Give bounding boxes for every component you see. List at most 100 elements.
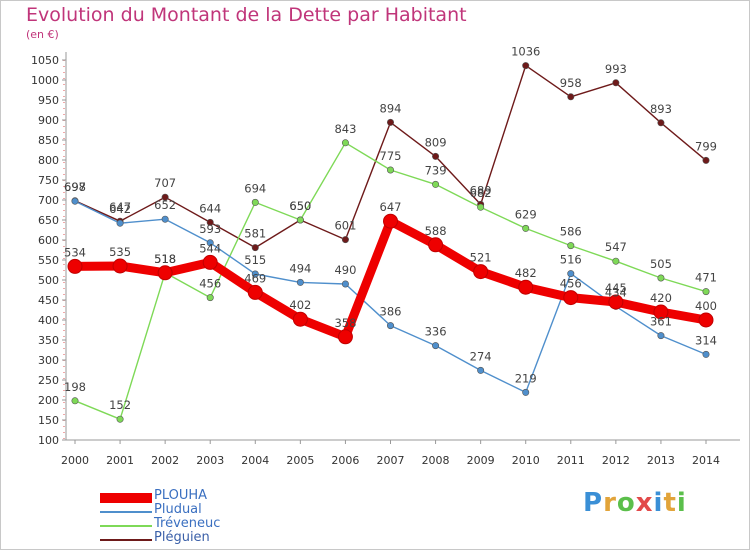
data-label: 593: [199, 222, 221, 236]
y-tick-label: 600: [38, 234, 59, 247]
data-point: [67, 258, 83, 274]
data-label: 775: [380, 149, 402, 163]
data-point: [386, 118, 394, 126]
data-label: 586: [560, 225, 582, 239]
data-label: 402: [289, 298, 311, 312]
data-point: [341, 139, 349, 147]
data-point: [116, 415, 124, 423]
y-tick-label: 350: [38, 334, 59, 347]
data-label: 456: [199, 277, 221, 291]
logo-letter: o: [616, 488, 636, 518]
y-tick-label: 900: [38, 114, 59, 127]
data-point: [341, 236, 349, 244]
legend-label: Tréveneuc: [154, 516, 221, 531]
chart-unit-label: (en €): [26, 28, 59, 41]
x-tick-label: 2008: [422, 454, 450, 467]
data-label: 644: [199, 201, 221, 215]
data-point: [386, 322, 394, 330]
data-label: 697: [64, 180, 86, 194]
data-label: 698: [64, 180, 86, 194]
chart-data-labels: 698 647 707 644 581 650 601 894 809 689 1036 958 993…: [64, 45, 717, 413]
y-tick-label: 300: [38, 354, 59, 367]
data-point: [157, 265, 173, 281]
y-tick-label: 950: [38, 94, 59, 107]
logo-letter: x: [635, 488, 654, 518]
legend-swatch: [100, 525, 152, 527]
data-point: [337, 329, 353, 345]
data-label: 547: [605, 240, 627, 254]
data-label: 629: [515, 207, 537, 221]
x-tick-label: 2009: [467, 454, 495, 467]
series-tréveneuc: [71, 139, 710, 423]
data-point: [116, 219, 124, 227]
data-point: [702, 288, 710, 296]
data-label: 647: [380, 200, 402, 214]
y-tick-label: 700: [38, 194, 59, 207]
legend-label: Pludual: [154, 502, 202, 517]
data-label: 336: [425, 325, 447, 339]
x-tick-label: 2005: [286, 454, 314, 467]
data-label: 993: [605, 62, 627, 76]
data-label: 894: [380, 101, 402, 115]
data-label: 682: [470, 186, 492, 200]
data-label: 843: [334, 122, 356, 136]
y-tick-label: 400: [38, 314, 59, 327]
data-point: [657, 119, 665, 127]
y-tick-label: 450: [38, 294, 59, 307]
data-point: [612, 79, 620, 87]
logo-letter: i: [676, 488, 687, 518]
y-tick-label: 250: [38, 374, 59, 387]
y-tick-label: 550: [38, 254, 59, 267]
data-label: 689: [470, 183, 492, 197]
data-label: 445: [605, 281, 627, 295]
data-label: 274: [470, 349, 492, 363]
data-point: [522, 388, 530, 396]
data-point: [698, 312, 714, 328]
data-point: [653, 304, 669, 320]
x-tick-label: 2001: [106, 454, 134, 467]
x-tick-label: 2013: [647, 454, 675, 467]
data-label: 505: [650, 257, 672, 271]
data-point: [522, 224, 530, 232]
x-tick-label: 2012: [602, 454, 630, 467]
data-point: [292, 311, 308, 327]
data-label: 521: [470, 251, 492, 265]
data-point: [608, 294, 624, 310]
data-label: 434: [605, 285, 627, 299]
y-tick-label: 500: [38, 274, 59, 287]
legend-label: Pléguien: [154, 530, 210, 545]
legend-swatch: [100, 511, 152, 513]
data-point: [296, 216, 304, 224]
data-label: 198: [64, 380, 86, 394]
data-point: [161, 215, 169, 223]
data-label: 400: [695, 299, 717, 313]
data-label: 469: [244, 271, 266, 285]
series-line: [70, 216, 711, 342]
y-tick-label: 650: [38, 214, 59, 227]
data-point: [161, 193, 169, 201]
y-tick-label: 1050: [31, 54, 59, 67]
data-label: 314: [695, 333, 717, 347]
x-tick-label: 2010: [512, 454, 540, 467]
data-label: 809: [425, 135, 447, 149]
data-label: 958: [560, 76, 582, 90]
data-label: 534: [64, 245, 86, 259]
data-label: 544: [199, 241, 221, 255]
logo-letter: r: [603, 488, 617, 518]
y-tick-label: 750: [38, 174, 59, 187]
data-label: 799: [695, 139, 717, 153]
data-point: [432, 180, 440, 188]
data-label: 494: [289, 261, 311, 275]
data-point: [296, 278, 304, 286]
data-label: 219: [515, 371, 537, 385]
data-point: [567, 242, 575, 250]
chart-axes: 100 150 200 250 300 350 400 450 500 550 600 650 700 7…: [31, 52, 740, 467]
data-label: 1036: [511, 45, 540, 59]
y-tick-label: 200: [38, 394, 59, 407]
data-label: 152: [109, 398, 131, 412]
y-tick-label: 100: [38, 434, 59, 447]
data-label: 694: [244, 181, 266, 195]
data-point: [612, 257, 620, 265]
x-tick-label: 2006: [331, 454, 359, 467]
